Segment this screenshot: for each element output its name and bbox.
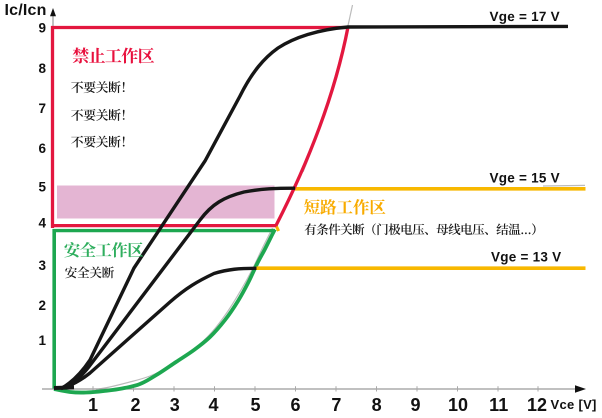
svg-text:4: 4	[208, 395, 218, 415]
svg-text:Vge = 13 V: Vge = 13 V	[491, 250, 561, 265]
svg-text:6: 6	[290, 395, 300, 415]
svg-text:7: 7	[331, 395, 341, 415]
svg-text:Vge = 15 V: Vge = 15 V	[490, 171, 560, 186]
svg-text:9: 9	[38, 21, 46, 36]
svg-text:12: 12	[527, 395, 547, 415]
svg-text:1: 1	[88, 395, 98, 415]
svg-text:Vge = 17 V: Vge = 17 V	[490, 9, 560, 24]
svg-text:1: 1	[38, 333, 46, 348]
svg-text:10: 10	[448, 395, 468, 415]
svg-text:4: 4	[38, 216, 46, 231]
svg-text:11: 11	[489, 395, 508, 415]
svg-text:2: 2	[130, 395, 140, 415]
svg-text:2: 2	[38, 298, 46, 313]
svg-text:5: 5	[250, 395, 260, 415]
svg-text:7: 7	[38, 101, 46, 116]
svg-text:8: 8	[38, 61, 46, 76]
svg-text:8: 8	[372, 395, 382, 415]
svg-text:Ic/Icn: Ic/Icn	[5, 2, 47, 19]
svg-text:3: 3	[38, 258, 46, 273]
svg-text:6: 6	[38, 141, 46, 156]
svg-text:3: 3	[170, 395, 180, 415]
svg-text:Vce [V]: Vce [V]	[551, 397, 597, 412]
svg-text:5: 5	[38, 180, 46, 195]
svg-text:9: 9	[410, 395, 420, 415]
